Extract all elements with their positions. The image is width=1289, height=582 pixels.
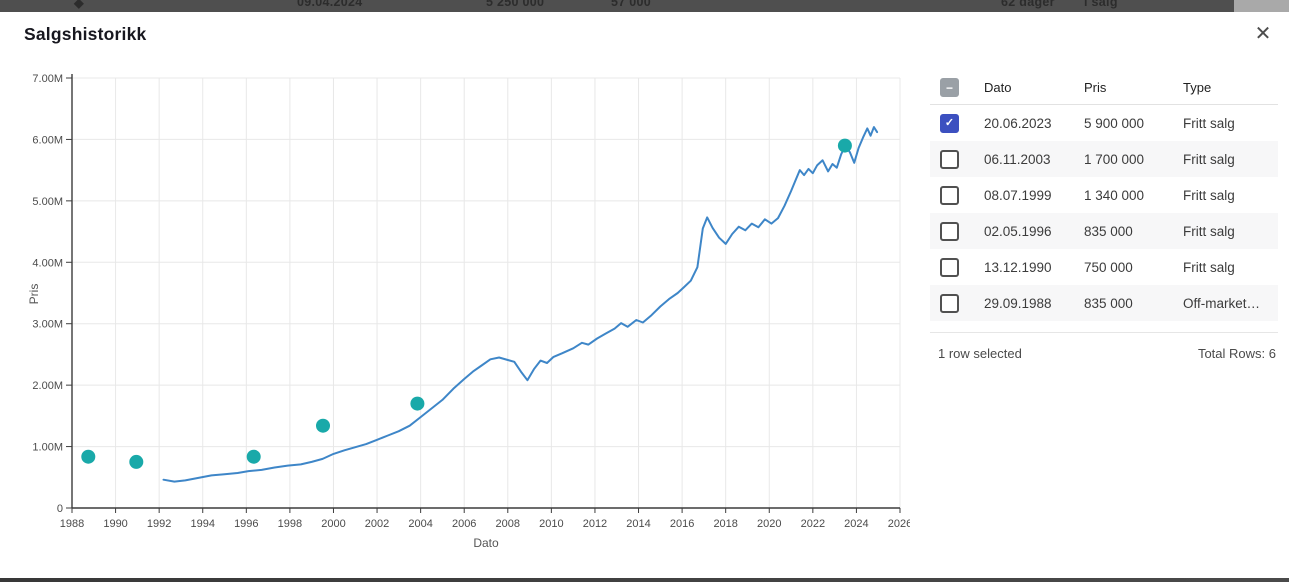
sale-point xyxy=(837,138,852,153)
selected-count-label: 1 row selected xyxy=(938,346,1022,361)
svg-text:7.00M: 7.00M xyxy=(32,73,63,85)
modal-title: Salgshistorikk xyxy=(24,24,147,44)
column-header-type: Type xyxy=(1183,80,1212,95)
svg-text:1996: 1996 xyxy=(234,518,258,530)
table-row[interactable]: 06.11.2003 1 700 000 Fritt salg xyxy=(930,141,1278,177)
select-all-checkbox[interactable]: − xyxy=(940,78,959,97)
svg-text:2006: 2006 xyxy=(452,518,476,530)
close-icon: ✕ xyxy=(1254,23,1272,45)
row-checkbox[interactable]: ✓ xyxy=(940,113,959,133)
table-header-row: − Dato Pris Type xyxy=(930,71,1278,105)
svg-text:2010: 2010 xyxy=(539,518,563,530)
sales-table: − Dato Pris Type ✓ 20.06.2023 5 900 000 … xyxy=(930,71,1278,361)
svg-text:0: 0 xyxy=(57,503,63,515)
svg-text:2004: 2004 xyxy=(408,518,432,530)
table-row[interactable]: 08.07.1999 1 340 000 Fritt salg xyxy=(930,177,1278,213)
sale-point xyxy=(410,396,425,411)
svg-text:1998: 1998 xyxy=(278,518,302,530)
cell-type: Fritt salg xyxy=(1183,187,1235,203)
svg-text:Pris: Pris xyxy=(27,284,41,305)
row-checkbox[interactable] xyxy=(940,257,959,277)
close-button[interactable]: ✕ xyxy=(1248,19,1278,49)
svg-text:2014: 2014 xyxy=(626,518,650,530)
sale-point xyxy=(129,454,144,469)
cell-dato: 20.06.2023 xyxy=(984,115,1052,131)
svg-text:2002: 2002 xyxy=(365,518,389,530)
table-row[interactable]: 29.09.1988 835 000 Off-market… xyxy=(930,285,1278,321)
row-checkbox[interactable] xyxy=(940,293,959,313)
svg-text:1990: 1990 xyxy=(103,518,127,530)
svg-text:1988: 1988 xyxy=(60,518,84,530)
row-checkbox[interactable] xyxy=(940,149,959,169)
cell-pris: 1 340 000 xyxy=(1084,187,1145,203)
column-header-pris: Pris xyxy=(1084,80,1107,95)
svg-text:2016: 2016 xyxy=(670,518,694,530)
column-header-dato: Dato xyxy=(984,80,1012,95)
svg-text:2026: 2026 xyxy=(888,518,910,530)
svg-text:5.00M: 5.00M xyxy=(32,196,63,208)
svg-text:2012: 2012 xyxy=(583,518,607,530)
svg-text:6.00M: 6.00M xyxy=(32,134,63,146)
table-row[interactable]: 02.05.1996 835 000 Fritt salg xyxy=(930,213,1278,249)
row-checkbox[interactable] xyxy=(940,185,959,205)
cell-type: Fritt salg xyxy=(1183,259,1235,275)
background-text-fragment: i salg xyxy=(1084,0,1118,9)
table-footer: 1 row selected Total Rows: 6 xyxy=(930,332,1278,361)
sale-point xyxy=(246,449,261,464)
svg-text:2.00M: 2.00M xyxy=(32,380,63,392)
cell-type: Fritt salg xyxy=(1183,151,1235,167)
background-diamond-icon: ◆ xyxy=(74,0,84,10)
cell-type: Fritt salg xyxy=(1183,223,1235,239)
svg-text:2008: 2008 xyxy=(496,518,520,530)
svg-text:2020: 2020 xyxy=(757,518,781,530)
cell-dato: 02.05.1996 xyxy=(984,223,1052,239)
table-row[interactable]: ✓ 20.06.2023 5 900 000 Fritt salg xyxy=(930,105,1278,141)
background-text-fragment: 09.04.2024 xyxy=(297,0,363,9)
background-page-edge xyxy=(0,578,1289,582)
svg-text:2018: 2018 xyxy=(713,518,737,530)
table-rows: ✓ 20.06.2023 5 900 000 Fritt salg 06.11.… xyxy=(930,105,1278,321)
background-strip-highlight xyxy=(1234,0,1289,12)
sale-point xyxy=(81,449,96,464)
svg-text:3.00M: 3.00M xyxy=(32,319,63,331)
cell-type: Off-market… xyxy=(1183,295,1261,311)
cell-dato: 29.09.1988 xyxy=(984,295,1052,311)
svg-text:2022: 2022 xyxy=(801,518,825,530)
background-text-fragment: 5 250 000 xyxy=(486,0,545,9)
svg-text:1.00M: 1.00M xyxy=(32,442,63,454)
table-row[interactable]: 13.12.1990 750 000 Fritt salg xyxy=(930,249,1278,285)
svg-text:1992: 1992 xyxy=(147,518,171,530)
cell-dato: 13.12.1990 xyxy=(984,259,1052,275)
cell-pris: 5 900 000 xyxy=(1084,115,1145,131)
row-checkbox[interactable] xyxy=(940,221,959,241)
sale-point xyxy=(316,418,330,433)
svg-text:2000: 2000 xyxy=(321,518,345,530)
sales-history-chart[interactable]: 1988 1990 1992 1994 1996 1998 2000 2002 2004 2006… xyxy=(0,12,910,572)
total-rows-label: Total Rows: 6 xyxy=(1197,346,1276,361)
cell-pris: 835 000 xyxy=(1084,295,1133,311)
svg-text:4.00M: 4.00M xyxy=(32,257,63,269)
background-page-strip: ◆ 09.04.2024 5 250 000 57 000 62 dager i… xyxy=(0,0,1289,12)
background-text-fragment: 62 dager xyxy=(1001,0,1055,9)
svg-text:2024: 2024 xyxy=(844,518,868,530)
cell-pris: 750 000 xyxy=(1084,259,1133,275)
sales-history-modal: Salgshistorikk ✕ 1988 1990 1992 1994 1996 199… xyxy=(0,12,1289,578)
cell-type: Fritt salg xyxy=(1183,115,1235,131)
cell-pris: 1 700 000 xyxy=(1084,151,1145,167)
svg-text:Dato: Dato xyxy=(473,536,499,550)
cell-dato: 08.07.1999 xyxy=(984,187,1052,203)
cell-pris: 835 000 xyxy=(1084,223,1133,239)
background-text-fragment: 57 000 xyxy=(611,0,652,9)
cell-dato: 06.11.2003 xyxy=(984,151,1051,167)
svg-text:1994: 1994 xyxy=(190,518,214,530)
